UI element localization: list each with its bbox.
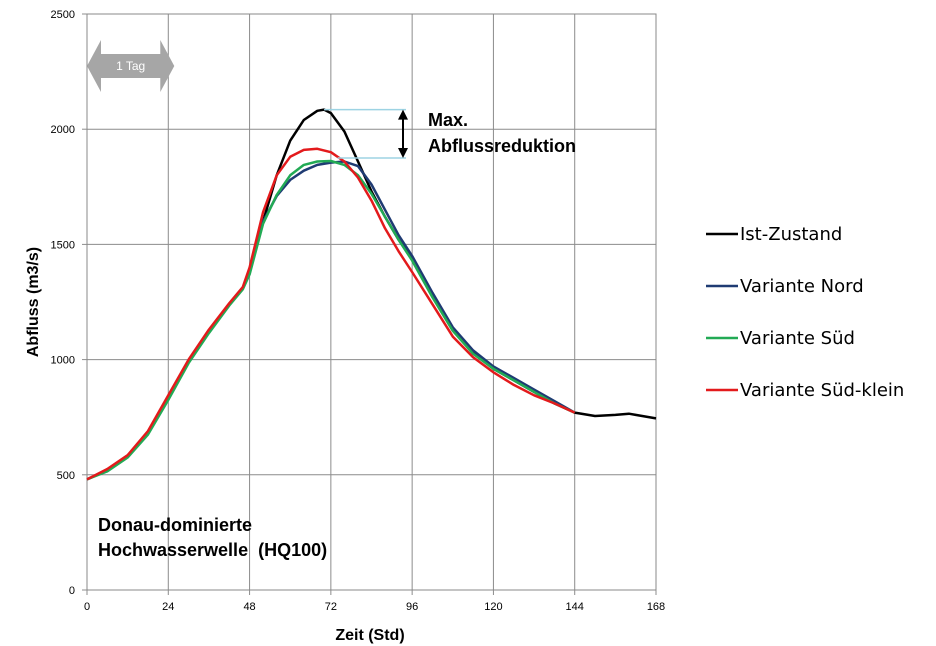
y-tick-label: 1500 [51,239,75,251]
y-axis-ticks: 0 500 1000 1500 2000 2500 [51,9,87,597]
legend-label: Variante Süd-klein [740,380,904,401]
legend-label: Variante Süd [740,328,855,349]
x-tick-label: 24 [162,601,174,613]
arrow-down-icon [398,147,408,158]
x-tick-label: 0 [84,601,90,613]
y-tick-label: 2500 [51,9,75,21]
reduction-label-line1: Max. [428,110,468,130]
reduction-label-line2: Abflussreduktion [428,136,576,156]
plot-area-frame [86,13,657,591]
x-tick-label: 48 [243,601,255,613]
one-day-scale-arrow: 1 Tag [87,40,175,92]
x-axis-ticks: 0 24 48 72 96 120 144 168 [84,590,665,613]
arrow-up-icon [398,109,408,120]
x-tick-label: 168 [647,601,665,613]
legend-label: Ist-Zustand [740,224,842,245]
one-day-label: 1 Tag [116,59,145,73]
event-label-line1: Donau-dominierte [98,515,252,535]
legend: Ist-Zustand Variante Nord Variante Süd Vari… [706,224,904,401]
series-line-variante-s-d-klein [86,147,576,481]
legend-label: Variante Nord [740,276,864,297]
y-tick-label: 2000 [51,124,75,136]
y-tick-label: 0 [69,585,75,597]
y-axis-title: Abfluss (m3/s) [25,247,42,357]
series-lines [86,108,657,481]
double-arrow-icon [87,40,175,92]
x-tick-label: 120 [484,601,502,613]
y-tick-label: 1000 [51,355,75,367]
gridlines [86,13,657,591]
series-line-ist-zustand [86,108,657,481]
y-tick-label: 500 [57,470,75,482]
event-label-line2: Hochwasserwelle (HQ100) [98,540,327,560]
x-tick-label: 144 [566,601,584,613]
x-tick-label: 96 [406,601,418,613]
x-axis-title: Zeit (Std) [335,627,404,644]
x-tick-label: 72 [325,601,337,613]
series-line-variante-s-d [86,159,576,481]
max-reduction-annotation: Max. Abflussreduktion [324,108,576,159]
